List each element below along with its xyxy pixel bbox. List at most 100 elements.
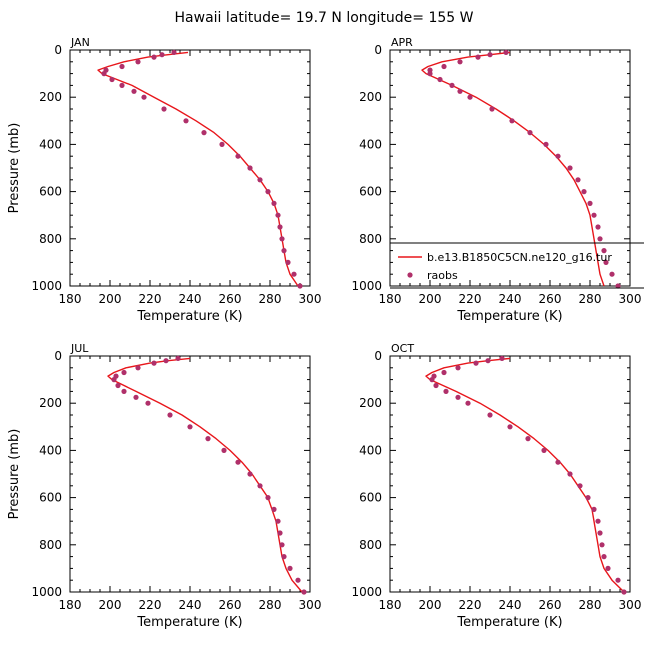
obs-point: [295, 577, 301, 583]
obs-point: [187, 424, 193, 430]
obs-point: [609, 271, 615, 277]
obs-point: [161, 106, 167, 112]
obs-point: [455, 365, 461, 371]
y-tick-label: 200: [359, 90, 382, 104]
obs-point: [467, 94, 473, 100]
x-axis-label: Temperature (K): [136, 309, 242, 324]
y-tick-label: 600: [359, 491, 382, 505]
y-tick-label: 0: [54, 349, 62, 363]
y-tick-label: 1000: [31, 279, 62, 293]
panel-label: OCT: [391, 342, 414, 355]
obs-point: [429, 377, 435, 383]
x-tick-label: 240: [499, 598, 522, 612]
obs-point: [597, 236, 603, 242]
obs-point: [567, 165, 573, 171]
obs-point: [171, 49, 177, 56]
obs-point: [473, 360, 479, 366]
obs-point: [135, 365, 141, 371]
x-axis-label: Temperature (K): [456, 615, 562, 630]
plot-frame: [389, 355, 631, 593]
obs-point: [265, 495, 271, 501]
obs-point: [605, 565, 611, 572]
plot-frame: [69, 49, 311, 287]
obs-point: [555, 153, 561, 159]
x-tick-label: 300: [619, 292, 642, 306]
obs-point: [577, 483, 583, 489]
obs-point: [527, 130, 533, 136]
y-tick-label: 200: [39, 90, 62, 104]
obs-point: [587, 200, 593, 206]
panel-jan: 180 200 220 240 260 280 300 0 200 400 600 800 1000 JA…: [7, 36, 321, 324]
x-tick-label: 300: [299, 292, 322, 306]
obs-point: [601, 554, 607, 560]
obs-point: [279, 542, 285, 548]
obs-point: [297, 283, 303, 289]
x-tick-label: 200: [419, 292, 442, 306]
obs-point: [145, 400, 151, 406]
y-tick-label: 1000: [351, 279, 382, 293]
obs-point: [615, 577, 621, 583]
obs-point: [219, 141, 225, 147]
obs-point: [433, 382, 439, 389]
legend-model-label: b.e13.B1850C5CN.ne120_g16.tur: [427, 251, 612, 264]
obs-point: [109, 76, 115, 83]
x-tick-label: 180: [379, 292, 402, 306]
obs-point: [163, 358, 169, 364]
y-tick-label: 800: [39, 538, 62, 552]
obs-point: [101, 71, 107, 77]
y-tick-label: 0: [374, 349, 382, 363]
obs-point: [567, 471, 573, 477]
obs-point: [119, 82, 125, 88]
obs-point: [503, 49, 509, 56]
obs-point: [133, 394, 139, 400]
x-axis-label: Temperature (K): [136, 615, 242, 630]
obs-point: [457, 59, 463, 65]
y-tick-label: 200: [359, 396, 382, 410]
obs-point: [247, 471, 253, 477]
x-tick-label: 300: [619, 598, 642, 612]
obs-point: [457, 88, 463, 94]
series-line-model: [107, 357, 303, 593]
obs-point: [525, 436, 531, 442]
x-tick-label: 220: [139, 292, 162, 306]
obs-point: [277, 530, 283, 536]
obs-point: [603, 259, 609, 265]
y-tick-label: 400: [39, 137, 62, 151]
obs-point: [499, 355, 505, 361]
x-tick-label: 200: [99, 598, 122, 612]
obs-point: [615, 283, 621, 289]
obs-point: [151, 360, 157, 366]
obs-point: [115, 382, 121, 389]
obs-point: [595, 518, 601, 524]
obs-point: [151, 54, 157, 60]
obs-point: [121, 369, 127, 376]
panel-label: APR: [391, 36, 413, 49]
obs-point: [541, 447, 547, 453]
obs-point: [441, 63, 447, 70]
obs-point: [507, 424, 513, 430]
panel-label: JAN: [70, 36, 90, 49]
obs-point: [275, 518, 281, 524]
obs-point: [509, 118, 515, 124]
x-tick-label: 240: [179, 292, 202, 306]
obs-point: [247, 165, 253, 171]
obs-point: [121, 388, 127, 394]
x-tick-label: 280: [259, 292, 282, 306]
panel-jul: 180 200 220 240 260 280 300 0 200 400 600 800 1000 JU…: [7, 342, 321, 630]
x-tick-label: 220: [459, 292, 482, 306]
obs-point: [159, 52, 165, 58]
panel-apr: 180 200 220 240 260 280 300 0 200 400 600 800 1000 AP…: [351, 36, 641, 324]
x-tick-label: 200: [99, 292, 122, 306]
x-tick-label: 260: [539, 292, 562, 306]
plot-frame: [69, 355, 311, 593]
obs-point: [235, 153, 241, 159]
y-tick-label: 0: [54, 43, 62, 57]
x-tick-label: 220: [459, 598, 482, 612]
x-tick-label: 260: [219, 292, 242, 306]
obs-point: [183, 118, 189, 124]
obs-point: [119, 63, 125, 70]
obs-point: [485, 358, 491, 364]
y-tick-label: 1000: [31, 585, 62, 599]
